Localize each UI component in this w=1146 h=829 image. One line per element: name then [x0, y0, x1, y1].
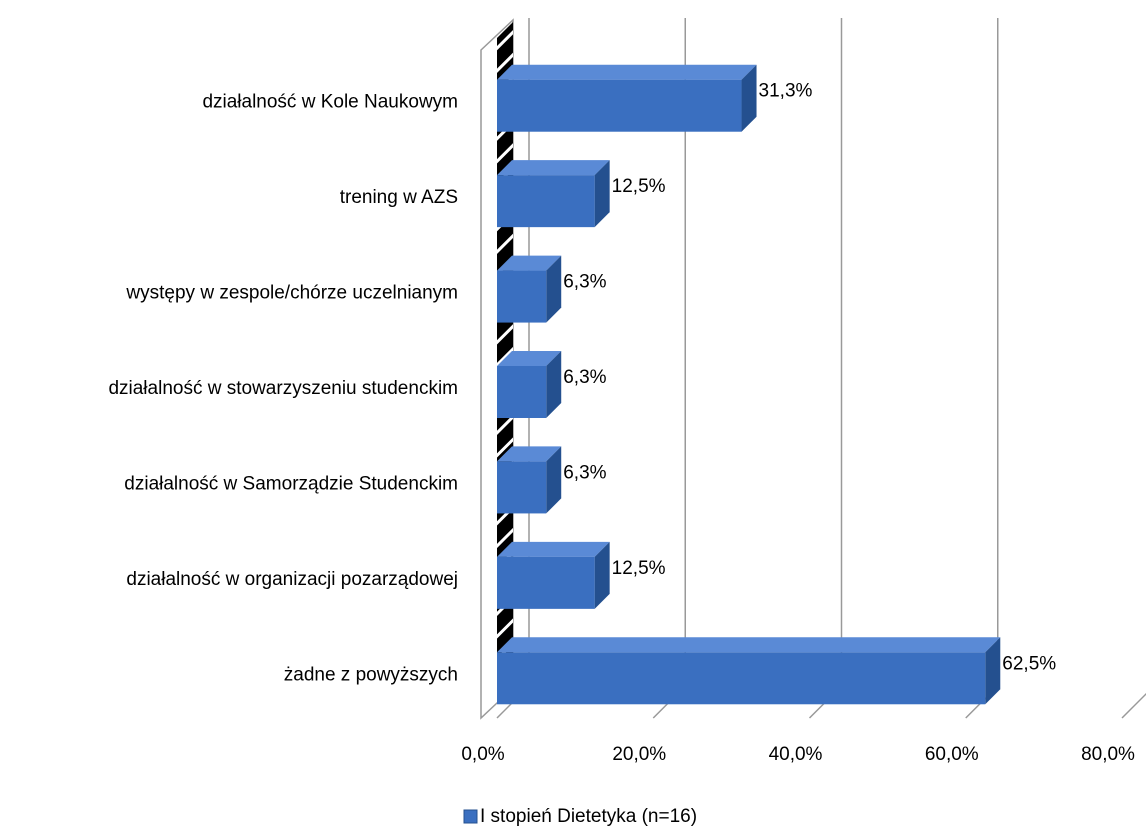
- bar-side: [546, 446, 562, 514]
- y-tick-label: występy w zespole/chórze uczelnianym: [125, 283, 458, 304]
- bar: [497, 270, 547, 323]
- bar: [497, 652, 986, 705]
- bar-side: [594, 160, 610, 228]
- x-tick-label: 0,0%: [461, 744, 504, 765]
- bar-top: [497, 255, 562, 271]
- bar: [497, 366, 547, 418]
- value-label: 6,3%: [563, 462, 606, 483]
- bar-top: [497, 64, 757, 80]
- y-tick-label: żadne z powyższych: [284, 664, 458, 685]
- bar: [497, 461, 547, 514]
- legend-swatch: [463, 809, 478, 824]
- bar: [497, 556, 595, 609]
- value-label: 12,5%: [612, 558, 666, 579]
- y-tick-label: trening w AZS: [340, 187, 458, 208]
- bar: [497, 79, 742, 132]
- bar-side: [594, 541, 610, 609]
- bar: [497, 175, 595, 228]
- bar-side: [546, 351, 562, 418]
- bar-side: [546, 255, 562, 323]
- value-label: 12,5%: [612, 176, 666, 197]
- x-tick-label: 20,0%: [612, 744, 666, 765]
- x-tick-label: 80,0%: [1081, 744, 1135, 765]
- floor-line: [1121, 692, 1146, 719]
- y-tick-label: działalność w organizacji pozarządowej: [126, 569, 458, 590]
- y-tick-label: działalność w stowarzyszeniu studenckim: [108, 378, 458, 399]
- bar-top: [497, 637, 1001, 653]
- value-label: 31,3%: [759, 81, 813, 102]
- bar-top: [497, 351, 562, 366]
- bar-top: [497, 446, 562, 462]
- value-label: 6,3%: [563, 367, 606, 388]
- bar-top: [497, 541, 610, 557]
- legend-label: I stopień Dietetyka (n=16): [480, 806, 697, 827]
- y-tick-label: działalność w Samorządzie Studenckim: [124, 473, 458, 494]
- bar-side: [741, 64, 757, 132]
- value-label: 6,3%: [563, 272, 606, 293]
- y-tick-label: działalność w Kole Naukowym: [202, 92, 458, 113]
- value-label: 62,5%: [1002, 653, 1056, 674]
- bar-side: [985, 637, 1001, 705]
- x-tick-label: 40,0%: [769, 744, 823, 765]
- bar-top: [497, 160, 610, 176]
- x-tick-label: 60,0%: [925, 744, 979, 765]
